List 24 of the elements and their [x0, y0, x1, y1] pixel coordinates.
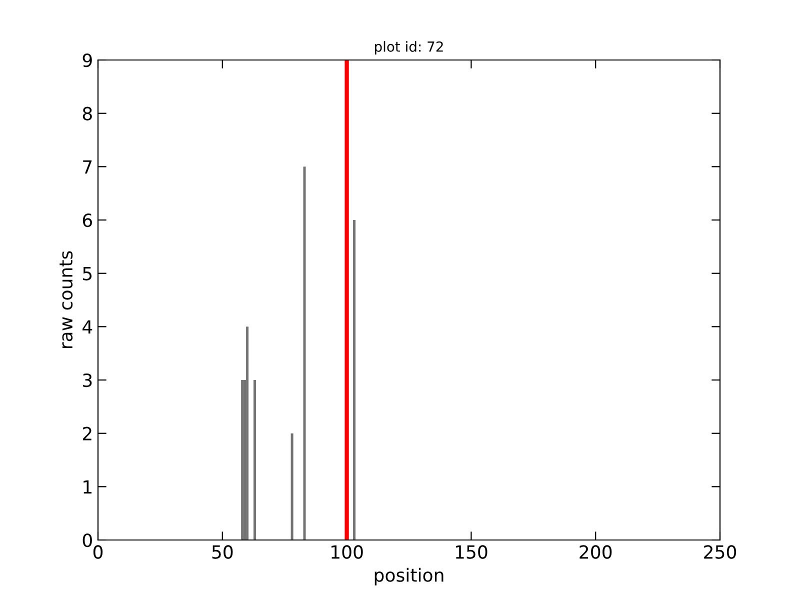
y-tick-label: 3: [83, 373, 92, 388]
y-tick-label: 5: [83, 267, 92, 280]
x-tick-label: 50: [212, 545, 233, 559]
x-tick-label: 200: [580, 545, 612, 559]
y-tick-label: 8: [82, 106, 92, 120]
chart-title: plot id: 72: [375, 41, 443, 55]
x-tick-label: 150: [456, 545, 488, 559]
y-tick-label: 1: [84, 480, 92, 494]
y-tick-label: 2: [82, 426, 92, 440]
bar: [353, 220, 356, 540]
y-tick-label: 0: [82, 533, 92, 548]
bar: [241, 380, 244, 540]
y-tick-label: 6: [82, 213, 92, 228]
bar: [254, 380, 256, 540]
y-tick-label: 9: [82, 53, 92, 68]
x-axis-title: position: [374, 568, 444, 586]
bar: [290, 433, 294, 540]
x-tick-label: 0: [93, 545, 103, 559]
y-axis-title: raw counts: [60, 251, 73, 348]
bar: [246, 326, 249, 540]
x-tick-label: 250: [704, 545, 736, 559]
x-tick-label: 100: [332, 545, 363, 559]
y-tick-label: 4: [82, 320, 92, 334]
y-tick-label: 7: [83, 160, 92, 174]
